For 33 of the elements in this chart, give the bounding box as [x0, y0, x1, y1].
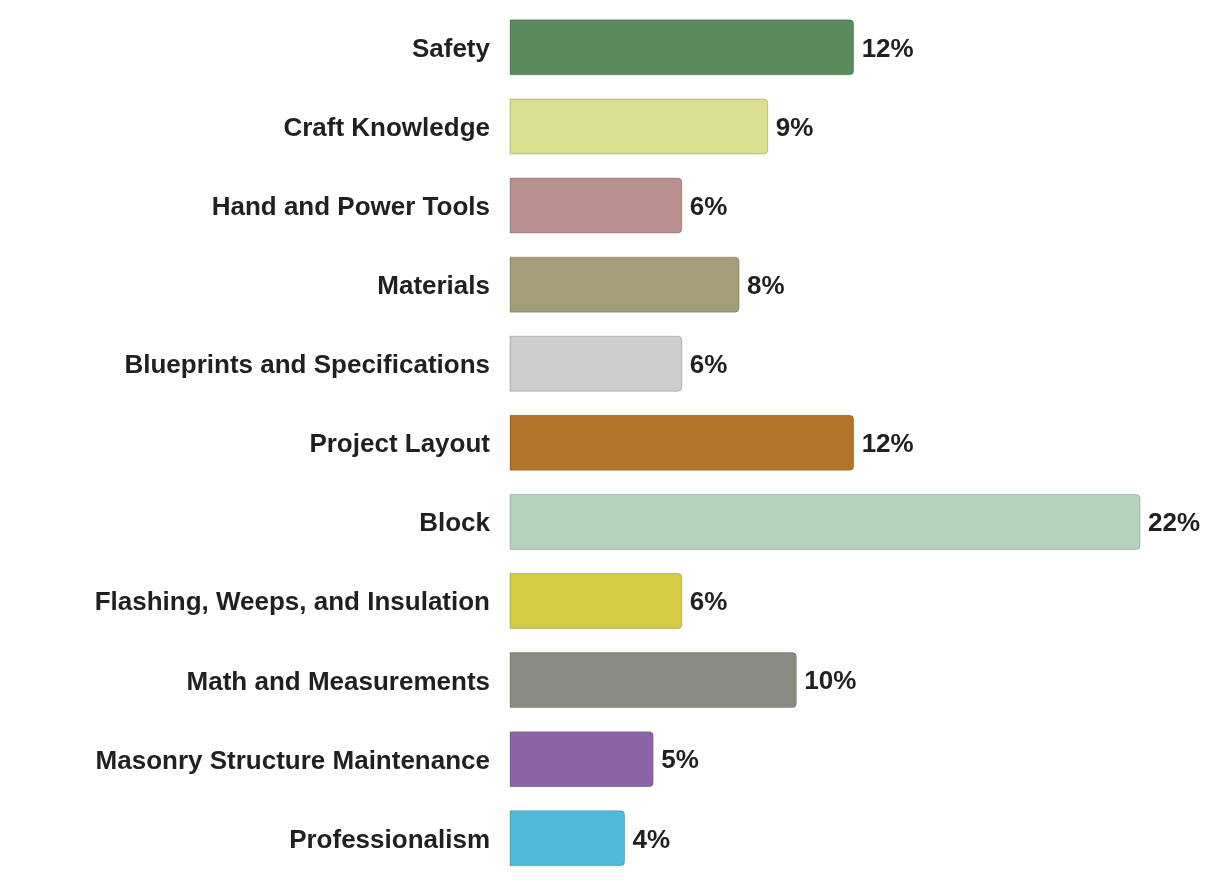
y-tick-label: Project Layout: [309, 428, 491, 459]
y-tick-label: Masonry Structure Maintenance: [95, 744, 490, 775]
y-tick-label: Blueprints and Specifications: [124, 349, 490, 380]
y-tick-label: Safety: [411, 32, 491, 63]
data-label: 8%: [747, 269, 785, 300]
bar: [509, 810, 626, 867]
data-label: 9%: [775, 111, 814, 142]
bar: [509, 731, 654, 788]
bar: [509, 493, 1141, 550]
data-label: 10%: [804, 665, 857, 696]
y-tick-label: Materials: [377, 270, 490, 301]
y-tick-label: Flashing, Weeps, and Insulation: [94, 586, 490, 617]
y-tick-label: Professionalism: [289, 823, 490, 854]
bar: [509, 177, 683, 234]
data-label: 6%: [689, 586, 728, 617]
bar: [509, 335, 683, 392]
bar: [509, 19, 855, 76]
data-label: 12%: [861, 32, 914, 63]
y-tick-label: Craft Knowledge: [283, 111, 490, 142]
data-label: 4%: [632, 823, 671, 854]
data-label: 6%: [689, 190, 728, 221]
bar: [509, 652, 797, 709]
bar: [509, 98, 769, 155]
y-tick-label: Math and Measurements: [186, 665, 490, 696]
bar: [509, 573, 683, 629]
bar: [509, 256, 740, 313]
data-label: 6%: [689, 348, 728, 379]
data-label: 22%: [1148, 507, 1201, 538]
data-label: 12%: [861, 428, 914, 459]
bar: [509, 414, 855, 471]
data-label: 5%: [661, 744, 699, 775]
y-tick-label: Hand and Power Tools: [211, 190, 490, 221]
y-tick-label: Block: [419, 507, 491, 538]
